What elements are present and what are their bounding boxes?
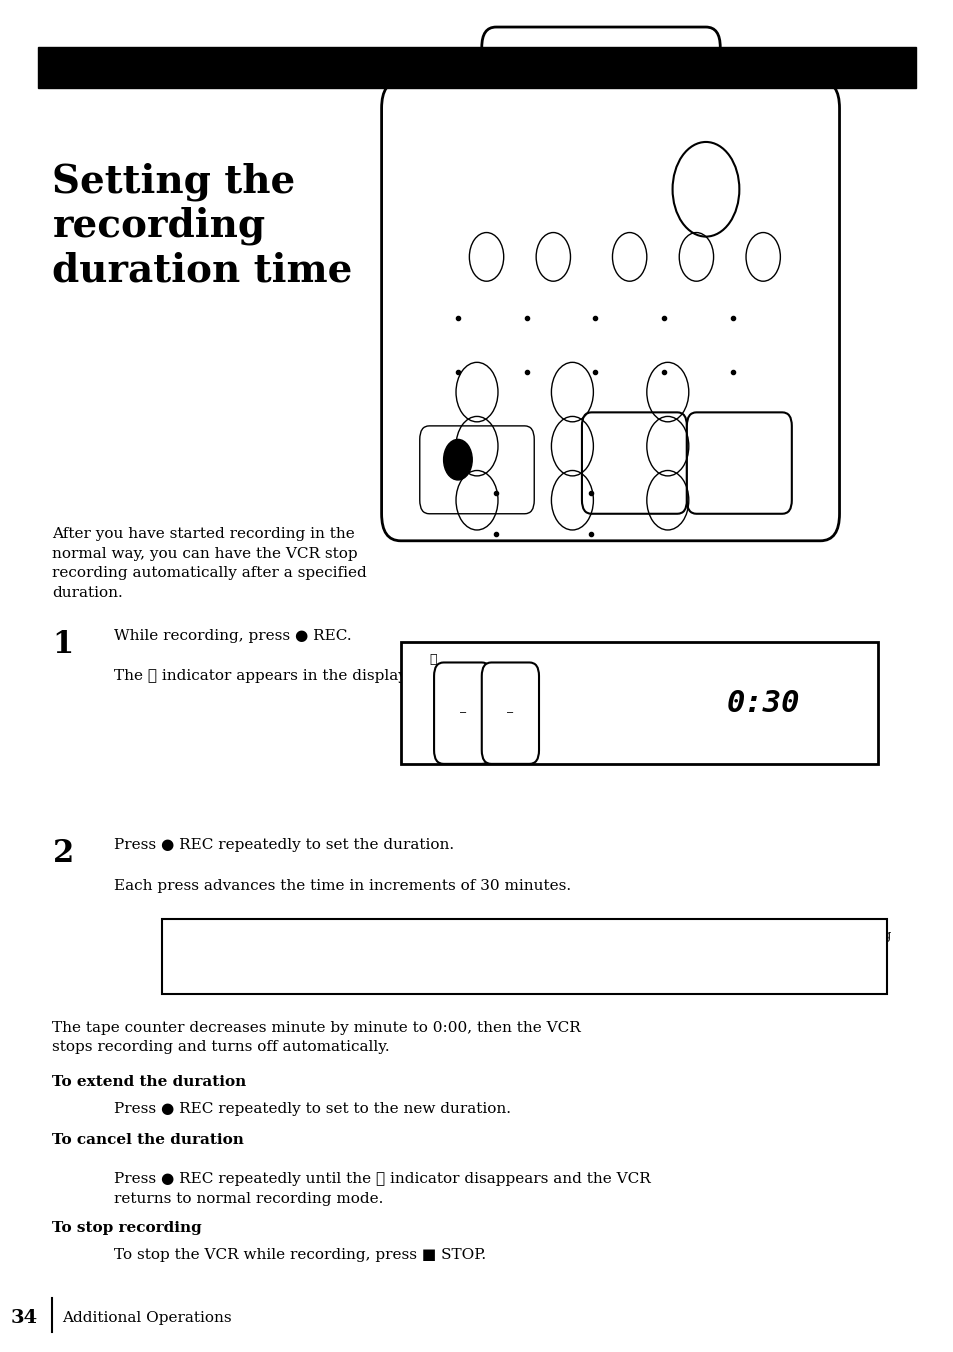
Text: 34: 34 [11, 1309, 38, 1328]
Bar [38, 47, 915, 88]
Text: While recording, press ● REC.: While recording, press ● REC. [114, 629, 352, 642]
Text: 1: 1 [52, 629, 73, 660]
Text: ⦾: ⦾ [567, 180, 577, 199]
Text: 0:30: 0:30 [725, 688, 800, 718]
Text: −: − [506, 707, 514, 718]
Text: After you have started recording in the
normal way, you can have the VCR stop
re: After you have started recording in the … [52, 527, 367, 600]
Text: 2: 2 [52, 838, 73, 869]
Text: Press ● REC repeatedly until the ⌛ indicator disappears and the VCR
returns to n: Press ● REC repeatedly until the ⌛ indic… [114, 1172, 651, 1206]
Text: −: − [628, 477, 639, 491]
Text: −: − [733, 477, 744, 491]
Text: To stop recording: To stop recording [52, 1221, 202, 1234]
Text: +: + [628, 446, 639, 460]
Text: To cancel the duration: To cancel the duration [52, 1133, 244, 1146]
Text: The tape counter decreases minute by minute to 0:00, then the VCR
stops recordin: The tape counter decreases minute by min… [52, 1021, 580, 1055]
Text: Press ● REC repeatedly to set to the new duration.: Press ● REC repeatedly to set to the new… [114, 1102, 511, 1115]
FancyBboxPatch shape [581, 412, 686, 514]
FancyBboxPatch shape [481, 27, 720, 135]
Circle shape [443, 439, 472, 480]
Text: −: − [458, 707, 466, 718]
FancyBboxPatch shape [686, 412, 791, 514]
Bar [162, 919, 886, 994]
Text: Setting the
recording
duration time: Setting the recording duration time [52, 162, 353, 289]
Text: +: + [733, 446, 744, 460]
Text: ● REC: ● REC [715, 433, 765, 446]
FancyBboxPatch shape [481, 662, 538, 764]
Text: To stop the VCR while recording, press ■ STOP.: To stop the VCR while recording, press ■… [114, 1248, 486, 1261]
Text: ⏏: ⏏ [457, 180, 476, 199]
Text: To extend the duration: To extend the duration [52, 1075, 247, 1088]
FancyBboxPatch shape [381, 81, 839, 541]
FancyBboxPatch shape [419, 426, 534, 514]
Text: ⏰: ⏰ [429, 653, 436, 667]
FancyBboxPatch shape [434, 662, 491, 764]
Bar [400, 642, 877, 764]
Text: → Normal recording: → Normal recording [762, 929, 891, 942]
Text: Additional Operations: Additional Operations [62, 1311, 232, 1325]
Text: Press ● REC repeatedly to set the duration.: Press ● REC repeatedly to set the durati… [114, 838, 455, 852]
Text: The ⌛ indicator appears in the display window.: The ⌛ indicator appears in the display w… [114, 669, 475, 683]
Text: •I/⌛: •I/⌛ [737, 139, 750, 145]
Text: Each press advances the time in increments of 30 minutes.: Each press advances the time in incremen… [114, 879, 571, 892]
